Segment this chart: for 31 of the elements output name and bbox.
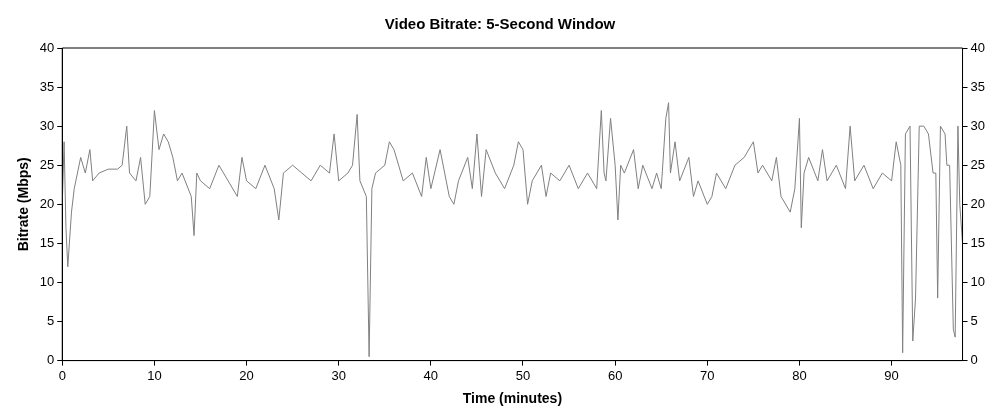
y2-tick-label: 10 (970, 274, 986, 290)
y-tick-label: 10 (39, 274, 55, 290)
x-tick-label: 20 (239, 367, 254, 383)
x-tick-label: 0 (58, 367, 66, 383)
x-tick-label: 60 (607, 367, 623, 383)
x-tick-label: 40 (423, 367, 439, 383)
x-tick-label: 10 (147, 367, 162, 383)
y-tick-label: 20 (39, 195, 55, 211)
y2-tick-label: 40 (970, 39, 986, 55)
y-tick-label: 15 (39, 234, 55, 250)
chart-title: Video Bitrate: 5-Second Window (384, 15, 616, 33)
y-tick-label: 5 (47, 313, 55, 329)
y2-tick-label: 30 (970, 117, 986, 133)
y2-tick-label: 25 (970, 156, 986, 172)
y2-tick-label: 15 (970, 234, 986, 250)
y-tick-label: 0 (47, 352, 55, 368)
y2-tick-label: 20 (970, 195, 986, 211)
y-tick-label: 35 (39, 78, 55, 94)
x-axis-title: Time (minutes) (462, 390, 563, 407)
x-tick-label: 30 (331, 367, 346, 383)
x-tick-label: 50 (515, 367, 531, 383)
x-tick-label: 90 (884, 367, 899, 383)
y-tick-label: 25 (39, 156, 55, 172)
y-tick-label: 30 (39, 117, 55, 133)
y2-tick-label: 0 (970, 352, 978, 368)
x-tick-label: 70 (700, 367, 715, 383)
y2-tick-label: 35 (970, 78, 986, 94)
y-axis-title: Bitrate (Mbps) (15, 157, 32, 252)
y-tick-label: 40 (39, 39, 55, 55)
y2-tick-label: 5 (970, 313, 978, 329)
x-tick-label: 80 (792, 367, 807, 383)
